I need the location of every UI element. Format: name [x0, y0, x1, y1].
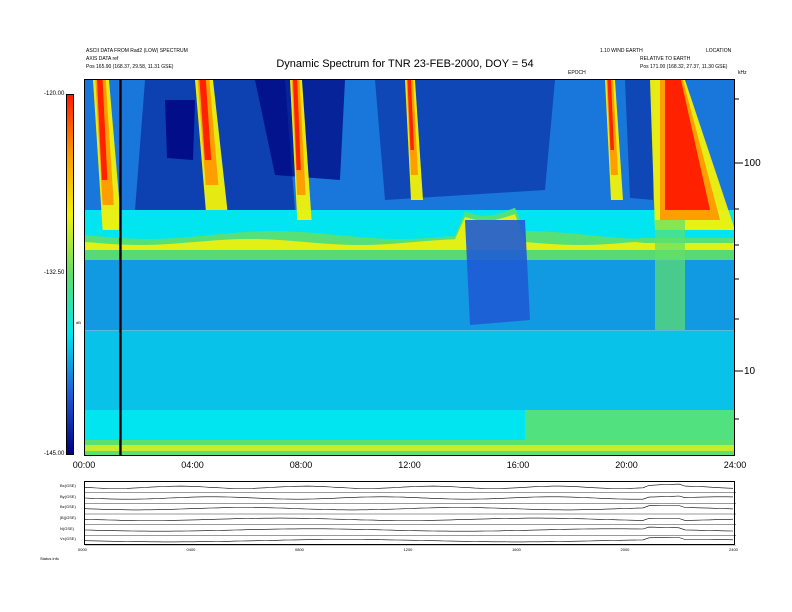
panel-x-tick-label: 1600: [512, 547, 521, 552]
spectrogram-plot: [84, 79, 735, 456]
footer-status: Status info: [40, 556, 59, 561]
freq-unit: kHz: [738, 70, 747, 76]
x-tick-label: 08:00: [289, 460, 313, 470]
freq-tick-100: 100: [744, 158, 761, 169]
panel-x-tick-label: 0800: [295, 547, 304, 552]
floor-yellow: [85, 445, 734, 451]
bottom-panels: [84, 481, 736, 546]
x-tick-label: 20:00: [615, 460, 638, 470]
x-tick-label: 00:00: [72, 460, 96, 470]
header-right-corner: LOCATION: [706, 48, 732, 54]
upper-dark-5: [625, 80, 655, 200]
burst-2130-red: [665, 80, 710, 210]
evening-floor-green: [525, 410, 734, 440]
burst-2130-tail: [655, 220, 685, 330]
panel-x-tick-label: 2400: [729, 547, 738, 552]
panel-trace: [85, 537, 734, 543]
burst-0400-red: [199, 80, 212, 160]
marker-line: [119, 80, 122, 455]
panel-row-label: N(GSE): [60, 525, 74, 531]
freq-tick-10: 10: [744, 366, 756, 377]
header-right-line3: Pos 171.00 (168.32, 27.37, 11.30 GSE): [640, 64, 728, 70]
midday-blue-patch: [465, 220, 530, 325]
header-mid-label: EPOCH: [568, 70, 586, 76]
panel-x-tick-label: 1200: [403, 547, 413, 552]
panel-row-label: |B|(GSE): [60, 515, 76, 520]
freq-axis-ticks: [735, 98, 743, 420]
panel-trace: [85, 517, 734, 521]
x-tick-label: 12:00: [398, 460, 421, 470]
header-right-line2: RELATIVE TO EARTH: [640, 56, 691, 62]
gap-line: [85, 330, 734, 331]
panel-x-tick-label: 2000: [620, 547, 630, 552]
panel-trace: [85, 526, 734, 532]
panel-trace: [85, 505, 734, 511]
burst-0700-red: [293, 80, 301, 170]
colorbar-tick-top: -120.00: [44, 91, 65, 97]
panel-x-tick-label: 0400: [186, 547, 196, 552]
header-right-line1: 1.10 WIND EARTH: [600, 48, 643, 54]
header-left-line1: ASCII DATA FROM Rad2 (LOW) SPECTRUM: [86, 48, 188, 54]
burst-1800-red: [607, 80, 614, 150]
burst-1100-red: [407, 80, 414, 150]
lower-band-blue: [85, 330, 734, 410]
upper-dark-4: [375, 80, 555, 200]
chart-title: Dynamic Spectrum for TNR 23-FEB-2000, DO…: [276, 58, 534, 70]
panel-x-tick-label: 0000: [78, 547, 87, 552]
colorbar: [66, 94, 74, 455]
low-band-blue: [85, 250, 734, 330]
panel-row-label: By(GSE): [60, 493, 76, 499]
panel-row-label: Bz(GSE): [60, 504, 76, 510]
burst-0030-red: [97, 80, 108, 180]
upper-dark-3: [165, 100, 195, 160]
panel-row-label: Bx(GSE): [60, 483, 76, 488]
colorbar-tick-mid: -132.50: [44, 270, 65, 276]
colorbar-label: dB: [76, 320, 81, 325]
header-left-line2: AXIS DATA ref: [86, 56, 119, 62]
x-tick-label: 16:00: [506, 460, 530, 470]
header-left-line3: Pos 165.90 (168.37, 29.58, 11.31 GSE): [86, 64, 174, 70]
panel-row-label: Vx(GSE): [60, 536, 76, 542]
spectrogram-svg: [85, 80, 734, 455]
x-tick-label: 04:00: [181, 460, 204, 470]
colorbar-tick-bottom: -145.00: [44, 451, 65, 457]
panel-trace: [85, 483, 734, 489]
x-tick-label: 24:00: [723, 460, 747, 470]
emission-band-yellow: [85, 214, 734, 250]
panel-svg: [85, 483, 736, 546]
panel-trace: [85, 495, 734, 500]
